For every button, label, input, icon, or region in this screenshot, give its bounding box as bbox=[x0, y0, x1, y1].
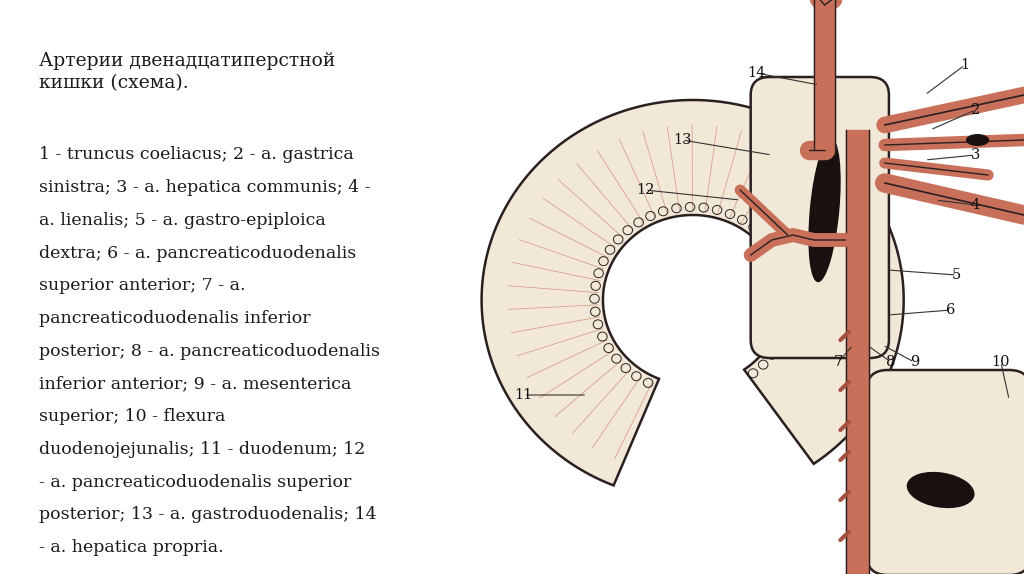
Text: superior anterior; 7 - a.: superior anterior; 7 - a. bbox=[39, 277, 246, 294]
Text: 10: 10 bbox=[991, 355, 1010, 369]
Text: 14: 14 bbox=[746, 66, 765, 80]
Text: - a. hepatica propria.: - a. hepatica propria. bbox=[39, 539, 224, 556]
Text: 1: 1 bbox=[961, 58, 970, 72]
Text: pancreaticoduodenalis inferior: pancreaticoduodenalis inferior bbox=[39, 310, 311, 327]
Text: 11: 11 bbox=[515, 388, 532, 402]
FancyBboxPatch shape bbox=[866, 370, 1024, 574]
Ellipse shape bbox=[808, 138, 841, 282]
Polygon shape bbox=[481, 100, 904, 486]
Text: 6: 6 bbox=[946, 303, 955, 317]
Text: 3: 3 bbox=[971, 148, 980, 162]
Text: 2: 2 bbox=[971, 103, 980, 117]
Ellipse shape bbox=[906, 472, 975, 508]
Text: Артерии двенадцатиперстной
кишки (схема).: Артерии двенадцатиперстной кишки (схема)… bbox=[39, 52, 336, 92]
Text: superior; 10 - flexura: superior; 10 - flexura bbox=[39, 408, 225, 425]
Text: a. lienalis; 5 - a. gastro-epiploica: a. lienalis; 5 - a. gastro-epiploica bbox=[39, 212, 326, 229]
Text: 12: 12 bbox=[636, 183, 654, 197]
Text: 7: 7 bbox=[834, 355, 843, 369]
Text: posterior; 13 - a. gastroduodenalis; 14: posterior; 13 - a. gastroduodenalis; 14 bbox=[39, 506, 377, 523]
Text: 8: 8 bbox=[887, 355, 896, 369]
FancyBboxPatch shape bbox=[751, 77, 889, 358]
Text: 1 - truncus coeliacus; 2 - a. gastrica: 1 - truncus coeliacus; 2 - a. gastrica bbox=[39, 146, 354, 164]
Text: - a. pancreaticoduodenalis superior: - a. pancreaticoduodenalis superior bbox=[39, 474, 351, 491]
Text: inferior anterior; 9 - a. mesenterica: inferior anterior; 9 - a. mesenterica bbox=[39, 375, 351, 393]
Text: dextra; 6 - a. pancreaticoduodenalis: dextra; 6 - a. pancreaticoduodenalis bbox=[39, 245, 356, 262]
Text: posterior; 8 - a. pancreaticoduodenalis: posterior; 8 - a. pancreaticoduodenalis bbox=[39, 343, 380, 360]
Text: 5: 5 bbox=[952, 268, 962, 282]
Text: 9: 9 bbox=[909, 355, 919, 369]
Text: 13: 13 bbox=[673, 133, 691, 147]
Text: 4: 4 bbox=[971, 198, 980, 212]
Text: sinistra; 3 - a. hepatica communis; 4 -: sinistra; 3 - a. hepatica communis; 4 - bbox=[39, 179, 371, 196]
Ellipse shape bbox=[966, 134, 989, 146]
Text: duodenojejunalis; 11 - duodenum; 12: duodenojejunalis; 11 - duodenum; 12 bbox=[39, 441, 366, 458]
